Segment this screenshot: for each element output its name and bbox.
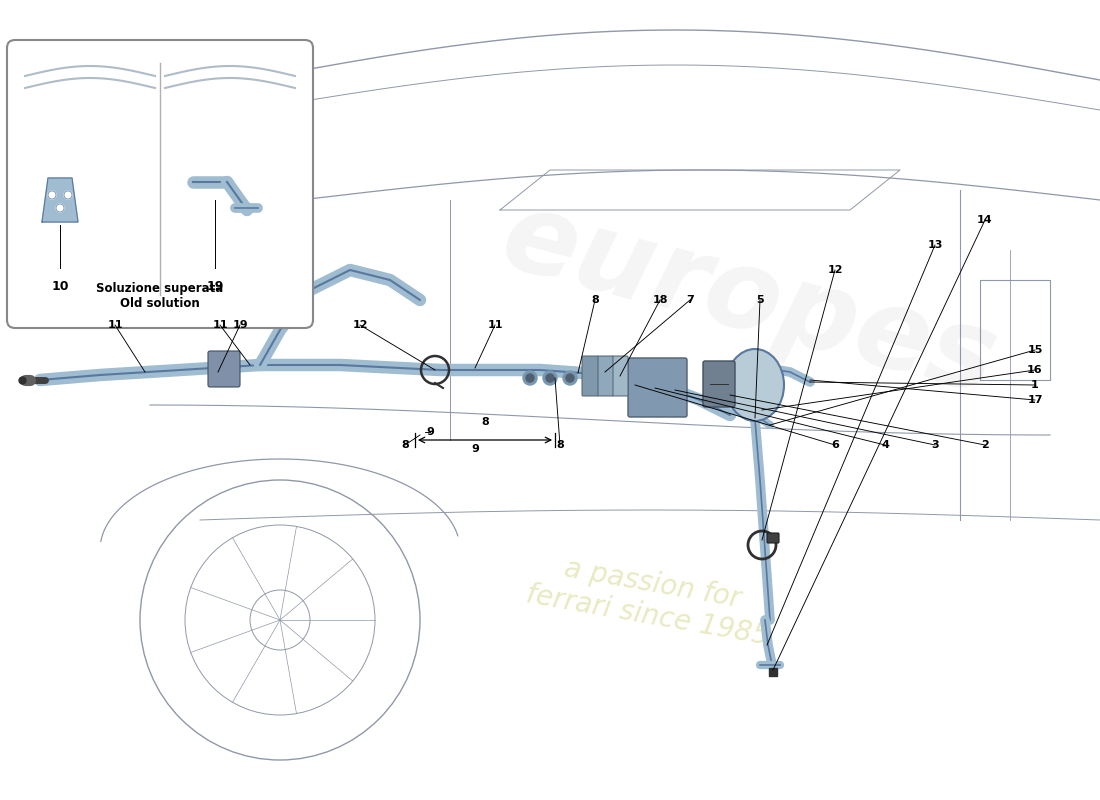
Circle shape xyxy=(563,371,578,385)
Text: 1: 1 xyxy=(1031,380,1038,390)
Text: 3: 3 xyxy=(932,440,938,450)
Text: 19: 19 xyxy=(232,320,248,330)
Text: 9: 9 xyxy=(471,444,478,454)
Text: 4: 4 xyxy=(881,440,889,450)
Text: 9: 9 xyxy=(426,427,433,437)
Text: 17: 17 xyxy=(1027,395,1043,405)
Text: 13: 13 xyxy=(927,240,943,250)
Circle shape xyxy=(546,374,554,382)
Text: 11: 11 xyxy=(107,320,123,330)
FancyBboxPatch shape xyxy=(208,351,240,387)
Circle shape xyxy=(543,371,557,385)
Text: 5: 5 xyxy=(756,295,763,305)
Polygon shape xyxy=(42,178,78,222)
Text: 10: 10 xyxy=(52,280,68,293)
Text: Soluzione superata
Old solution: Soluzione superata Old solution xyxy=(97,282,223,310)
Circle shape xyxy=(64,191,72,199)
Text: 8: 8 xyxy=(481,417,488,427)
Text: europes: europes xyxy=(492,182,1009,418)
FancyBboxPatch shape xyxy=(7,40,314,328)
Circle shape xyxy=(526,374,534,382)
Text: 2: 2 xyxy=(981,440,989,450)
Text: 8: 8 xyxy=(591,295,598,305)
FancyBboxPatch shape xyxy=(582,356,598,396)
Circle shape xyxy=(522,371,537,385)
Text: 14: 14 xyxy=(977,215,993,225)
Circle shape xyxy=(56,204,64,212)
FancyBboxPatch shape xyxy=(767,533,779,543)
Text: 8: 8 xyxy=(402,440,409,450)
Text: 15: 15 xyxy=(1027,345,1043,355)
Text: 16: 16 xyxy=(1027,365,1043,375)
Text: 6: 6 xyxy=(832,440,839,450)
Text: a passion for
ferrari since 1985: a passion for ferrari since 1985 xyxy=(524,549,777,651)
Circle shape xyxy=(48,191,56,199)
FancyBboxPatch shape xyxy=(597,356,613,396)
Text: 19: 19 xyxy=(207,280,223,293)
Text: 18: 18 xyxy=(652,295,668,305)
Text: 11: 11 xyxy=(212,320,228,330)
Text: 12: 12 xyxy=(352,320,367,330)
Text: 7: 7 xyxy=(686,295,694,305)
FancyBboxPatch shape xyxy=(612,356,628,396)
Text: 11: 11 xyxy=(487,320,503,330)
Text: 8: 8 xyxy=(557,440,564,450)
Circle shape xyxy=(566,374,574,382)
FancyBboxPatch shape xyxy=(628,358,688,417)
Text: 12: 12 xyxy=(827,265,843,275)
FancyBboxPatch shape xyxy=(703,361,735,407)
Ellipse shape xyxy=(726,349,784,421)
